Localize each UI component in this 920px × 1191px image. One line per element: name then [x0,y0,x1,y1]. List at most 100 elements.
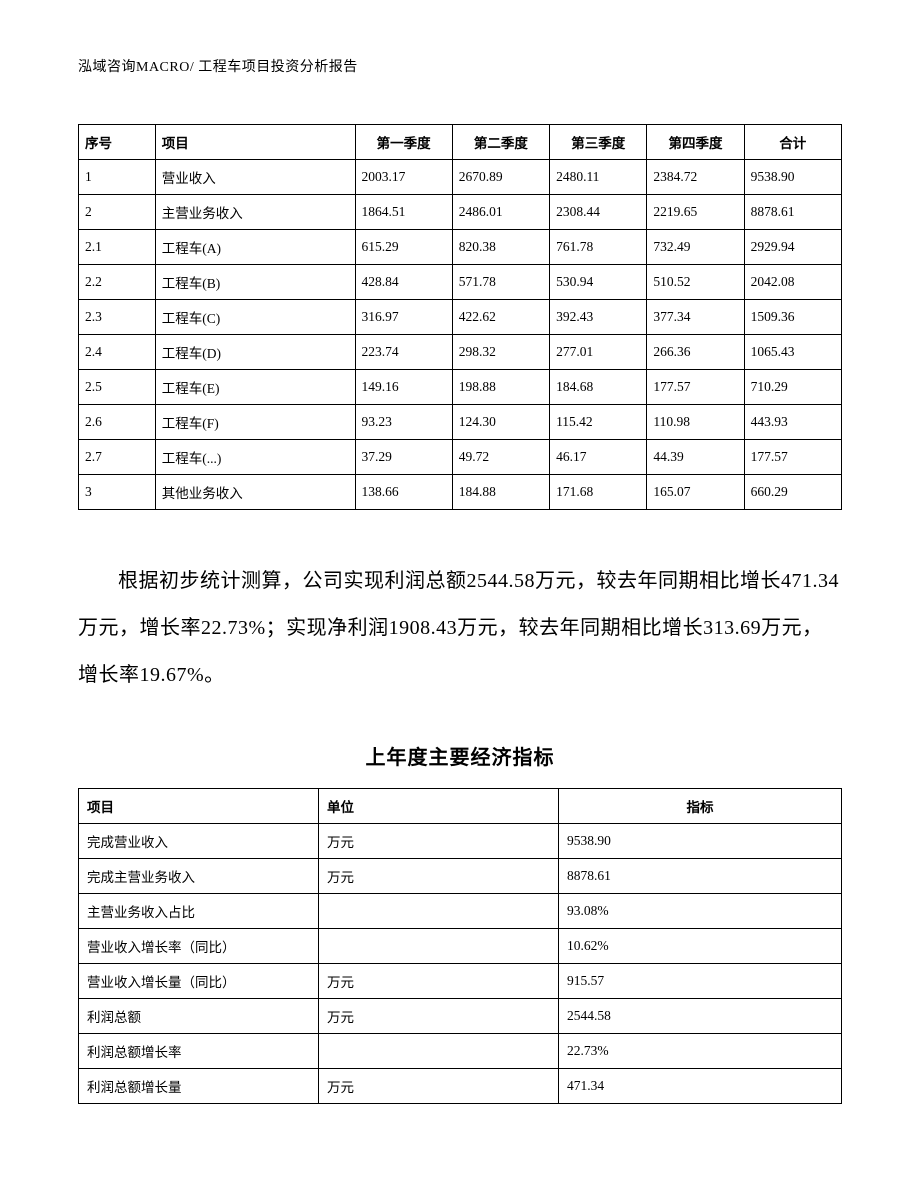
table-cell: 37.29 [355,440,452,475]
table-cell: 完成主营业务收入 [79,859,319,894]
table-cell: 2.5 [79,370,156,405]
table-row: 1营业收入2003.172670.892480.112384.729538.90 [79,160,842,195]
table-cell: 2544.58 [559,999,842,1034]
table-cell: 530.94 [550,265,647,300]
col-seq-header: 序号 [79,125,156,160]
col-q3-header: 第三季度 [550,125,647,160]
table-cell: 8878.61 [744,195,841,230]
table-cell: 9538.90 [559,824,842,859]
table-cell: 主营业务收入占比 [79,894,319,929]
table-cell: 万元 [319,964,559,999]
table-cell: 2003.17 [355,160,452,195]
table-row: 2主营业务收入1864.512486.012308.442219.658878.… [79,195,842,230]
table-cell: 利润总额增长率 [79,1034,319,1069]
table-cell: 1864.51 [355,195,452,230]
table-cell: 2384.72 [647,160,744,195]
table-cell: 110.98 [647,405,744,440]
table-row: 利润总额万元2544.58 [79,999,842,1034]
table-cell: 工程车(...) [155,440,355,475]
table-header-row: 项目 单位 指标 [79,789,842,824]
table-cell: 266.36 [647,335,744,370]
table-cell: 761.78 [550,230,647,265]
table-cell: 工程车(E) [155,370,355,405]
table-row: 2.5工程车(E)149.16198.88184.68177.57710.29 [79,370,842,405]
table-cell: 2.2 [79,265,156,300]
table-cell: 149.16 [355,370,452,405]
table-cell: 2929.94 [744,230,841,265]
table-cell: 3 [79,475,156,510]
table-cell: 1509.36 [744,300,841,335]
table-cell: 2.6 [79,405,156,440]
table-cell [319,894,559,929]
table-row: 主营业务收入占比93.08% [79,894,842,929]
table2-title: 上年度主要经济指标 [78,741,842,770]
table-cell: 22.73% [559,1034,842,1069]
table-cell: 1065.43 [744,335,841,370]
col-q4-header: 第四季度 [647,125,744,160]
table-cell: 471.34 [559,1069,842,1104]
table-cell: 10.62% [559,929,842,964]
table-row: 2.4工程车(D)223.74298.32277.01266.361065.43 [79,335,842,370]
table-row: 2.7工程车(...)37.2949.7246.1744.39177.57 [79,440,842,475]
summary-paragraph: 根据初步统计测算，公司实现利润总额2544.58万元，较去年同期相比增长471.… [78,558,842,699]
col-unit-header: 单位 [319,789,559,824]
table-row: 2.6工程车(F)93.23124.30115.42110.98443.93 [79,405,842,440]
col-value-header: 指标 [559,789,842,824]
table-cell: 营业收入 [155,160,355,195]
quarterly-revenue-table: 序号 项目 第一季度 第二季度 第三季度 第四季度 合计 1营业收入2003.1… [78,124,842,510]
table-cell: 443.93 [744,405,841,440]
table-cell: 2219.65 [647,195,744,230]
table-row: 2.2工程车(B)428.84571.78530.94510.522042.08 [79,265,842,300]
table-cell: 428.84 [355,265,452,300]
table-cell: 完成营业收入 [79,824,319,859]
table-row: 营业收入增长率（同比） 10.62% [79,929,842,964]
table-cell: 1 [79,160,156,195]
table-cell: 万元 [319,859,559,894]
table-cell: 316.97 [355,300,452,335]
col-total-header: 合计 [744,125,841,160]
col-q1-header: 第一季度 [355,125,452,160]
table-cell: 820.38 [452,230,549,265]
table-cell: 营业收入增长量（同比） [79,964,319,999]
table-cell: 660.29 [744,475,841,510]
table-cell: 2480.11 [550,160,647,195]
table-header-row: 序号 项目 第一季度 第二季度 第三季度 第四季度 合计 [79,125,842,160]
table-cell: 利润总额 [79,999,319,1034]
economic-indicators-table: 项目 单位 指标 完成营业收入万元9538.90完成主营业务收入万元8878.6… [78,788,842,1104]
table-cell: 2670.89 [452,160,549,195]
table-cell: 万元 [319,999,559,1034]
col-item-header: 项目 [155,125,355,160]
table-cell: 8878.61 [559,859,842,894]
table-cell: 2.4 [79,335,156,370]
table-cell: 9538.90 [744,160,841,195]
table-row: 利润总额增长量万元471.34 [79,1069,842,1104]
table-cell: 184.88 [452,475,549,510]
table-cell: 615.29 [355,230,452,265]
table-cell: 44.39 [647,440,744,475]
table-cell [319,1034,559,1069]
table-cell: 工程车(A) [155,230,355,265]
col-item-header: 项目 [79,789,319,824]
table-cell: 利润总额增长量 [79,1069,319,1104]
table-cell: 422.62 [452,300,549,335]
table-cell: 主营业务收入 [155,195,355,230]
table-cell: 510.52 [647,265,744,300]
table-row: 利润总额增长率 22.73% [79,1034,842,1069]
table-cell: 392.43 [550,300,647,335]
table-cell: 171.68 [550,475,647,510]
table-cell: 营业收入增长率（同比） [79,929,319,964]
table-cell: 732.49 [647,230,744,265]
table-cell: 124.30 [452,405,549,440]
table-cell: 工程车(D) [155,335,355,370]
table-cell [319,929,559,964]
table-cell: 571.78 [452,265,549,300]
table-row: 完成主营业务收入万元8878.61 [79,859,842,894]
table-cell: 377.34 [647,300,744,335]
table-cell: 2486.01 [452,195,549,230]
table-cell: 工程车(B) [155,265,355,300]
table-cell: 万元 [319,1069,559,1104]
table-cell: 710.29 [744,370,841,405]
table-cell: 165.07 [647,475,744,510]
table-row: 3其他业务收入138.66184.88171.68165.07660.29 [79,475,842,510]
table-cell: 2 [79,195,156,230]
